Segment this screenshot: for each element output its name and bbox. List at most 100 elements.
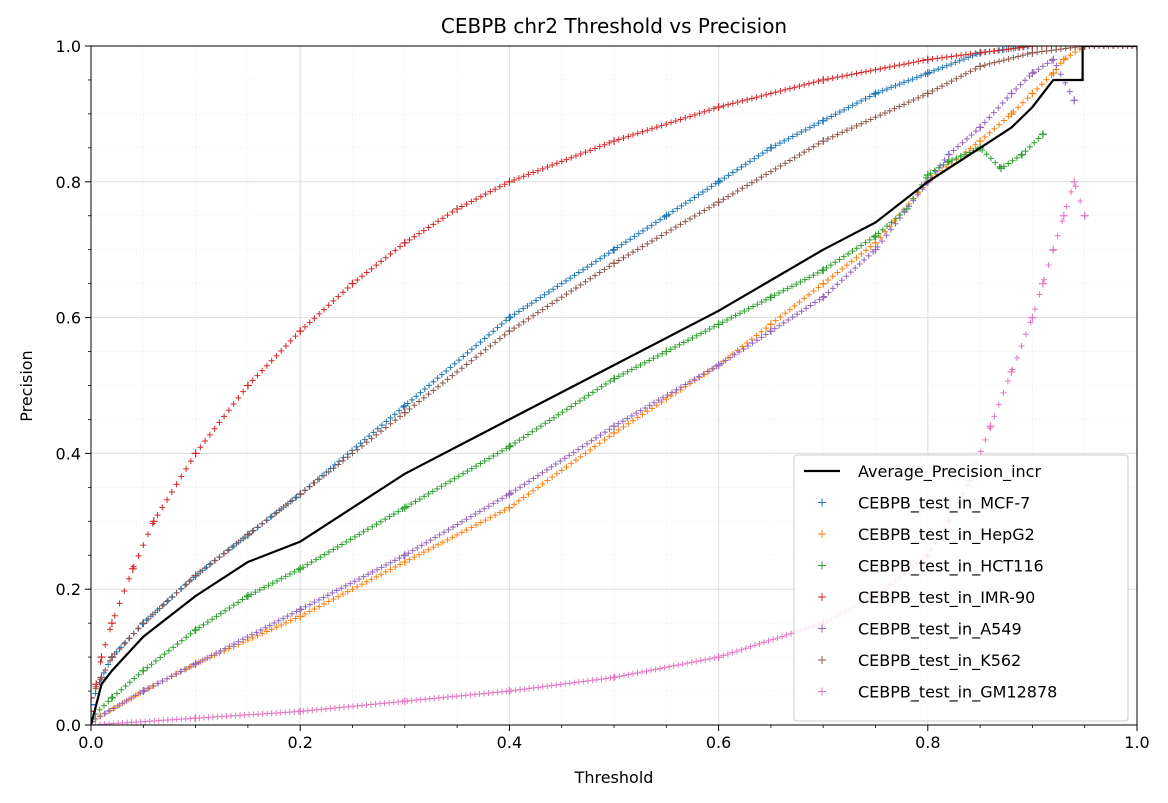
- data-marker: [845, 104, 852, 111]
- data-marker: [763, 171, 770, 178]
- data-marker: [1054, 232, 1061, 239]
- data-marker: [883, 86, 890, 93]
- legend-box: [793, 454, 1129, 722]
- data-marker: [879, 226, 886, 233]
- data-marker: [892, 82, 899, 89]
- data-marker: [791, 154, 798, 161]
- data-marker: [204, 654, 211, 661]
- data-marker: [460, 470, 467, 477]
- data-point: [1028, 313, 1037, 322]
- data-marker: [387, 420, 394, 427]
- data-marker: [217, 610, 224, 617]
- data-marker: [939, 64, 946, 71]
- data-marker: [1038, 46, 1045, 49]
- data-marker: [780, 287, 787, 294]
- data-marker: [672, 343, 679, 350]
- data-marker: [273, 509, 280, 516]
- data-marker: [891, 105, 898, 112]
- data-marker: [301, 487, 308, 494]
- data-marker: [709, 365, 716, 372]
- data-marker: [458, 365, 465, 372]
- data-marker: [221, 550, 228, 557]
- data-marker: [425, 546, 432, 553]
- data-marker: [615, 420, 622, 427]
- data-marker: [995, 104, 1002, 111]
- data-marker: [301, 610, 308, 617]
- data-marker: [624, 368, 631, 375]
- data-marker: [620, 370, 627, 377]
- data-marker: [482, 191, 489, 198]
- data-marker: [463, 526, 470, 533]
- data-marker: [562, 277, 569, 284]
- data-marker: [308, 559, 315, 566]
- data-marker: [268, 357, 275, 364]
- data-marker: [349, 450, 356, 457]
- data-marker: [582, 149, 589, 156]
- data-marker: [810, 272, 817, 279]
- data-marker: [675, 661, 682, 668]
- data-marker: [396, 407, 403, 414]
- data-marker: [967, 51, 974, 58]
- data-marker: [354, 276, 361, 283]
- data-marker: [642, 405, 649, 412]
- data-marker: [116, 645, 123, 652]
- data-marker: [477, 460, 484, 467]
- data-marker: [839, 129, 846, 136]
- data-marker: [630, 417, 637, 424]
- data-marker: [572, 152, 579, 159]
- data-marker: [606, 263, 613, 270]
- data-marker: [520, 305, 527, 312]
- data-marker: [843, 72, 850, 79]
- data-marker: [207, 560, 214, 567]
- data-marker: [601, 429, 608, 436]
- data-marker: [877, 112, 884, 119]
- data-marker: [684, 660, 691, 667]
- data-marker: [563, 463, 570, 470]
- data-marker: [417, 389, 424, 396]
- data-marker: [888, 219, 895, 226]
- data-marker: [775, 290, 782, 297]
- data-marker: [615, 257, 622, 264]
- data-marker: [568, 288, 575, 295]
- data-marker: [360, 573, 367, 580]
- data-marker: [689, 334, 696, 341]
- data-marker: [413, 393, 420, 400]
- data-marker: [834, 74, 841, 81]
- data-marker: [430, 387, 437, 394]
- data-point: [1080, 211, 1089, 220]
- data-marker: [734, 99, 741, 106]
- data-marker: [96, 713, 103, 720]
- data-marker: [170, 644, 177, 651]
- data-marker: [1119, 46, 1126, 49]
- data-point: [819, 116, 828, 125]
- data-marker: [620, 134, 627, 141]
- data-marker: [225, 546, 232, 553]
- data-point: [766, 327, 775, 336]
- data-marker: [222, 645, 229, 652]
- data-marker: [454, 531, 461, 538]
- data-marker: [668, 392, 675, 399]
- data-marker: [567, 275, 574, 282]
- data-marker: [789, 133, 796, 140]
- data-marker: [397, 243, 404, 250]
- data-marker: [109, 694, 116, 701]
- data-marker: [311, 605, 318, 612]
- data-marker: [814, 269, 821, 276]
- data-marker: [499, 495, 506, 502]
- data-marker: [845, 250, 852, 257]
- data-marker: [317, 554, 324, 561]
- data-marker: [102, 641, 109, 648]
- data-marker: [840, 253, 847, 260]
- data-marker: [939, 83, 946, 90]
- data-marker: [168, 594, 175, 601]
- data-marker: [672, 224, 679, 231]
- data-marker: [866, 236, 873, 243]
- data-marker: [931, 167, 938, 174]
- data-marker: [442, 480, 449, 487]
- data-marker: [756, 640, 763, 647]
- data-marker: [266, 622, 273, 629]
- data-marker: [688, 659, 695, 666]
- data-marker: [349, 586, 356, 593]
- data-marker: [354, 583, 361, 590]
- series-group: [91, 46, 1137, 725]
